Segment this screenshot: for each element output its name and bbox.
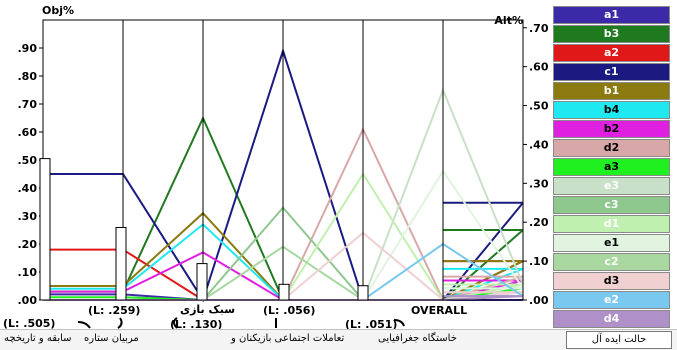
- arrow-icon: [393, 319, 405, 327]
- criterion-weight-bar: [357, 285, 369, 301]
- criterion-weight-label[interactable]: (L: .051): [345, 318, 397, 329]
- legend-item-a2[interactable]: a2: [553, 43, 670, 63]
- legend-item-c2[interactable]: c2: [553, 252, 670, 272]
- criterion-weight-bar: [39, 158, 51, 301]
- left-tick-label: .60: [18, 126, 38, 139]
- left-tick-label: .20: [18, 238, 38, 251]
- performance-sensitivity-chart: .00 .10 .20 .30 .40 .50 .60 .70 .80 .90 Obj% .00 .10…: [3, 4, 549, 329]
- arrow-icon: [117, 317, 123, 329]
- status-bar: سابقه و تاریخچه مربیان ستاره تعاملات اجت…: [0, 329, 677, 350]
- right-tick-label: .60: [529, 61, 549, 74]
- legend-item-c3[interactable]: c3: [553, 195, 670, 215]
- left-tick-label: .90: [18, 42, 38, 55]
- right-tick-label: .00: [529, 294, 549, 307]
- overall-label: OVERALL: [411, 304, 467, 317]
- legend-item-a1[interactable]: a1: [553, 6, 670, 25]
- left-tick-label: .70: [18, 98, 38, 111]
- legend-item-c1[interactable]: c1: [553, 62, 670, 82]
- arrow-icon: [173, 317, 178, 329]
- legend-item-d2[interactable]: d2: [553, 138, 670, 158]
- legend-item-b4[interactable]: b4: [553, 100, 670, 120]
- criterion-weight-label[interactable]: (L: .259): [88, 304, 140, 317]
- legend-item-a3[interactable]: a3: [553, 157, 670, 177]
- alternatives-legend: a1 b3 a2 c1 b1 b4 b2 d2 a3 e3 c3 d1 e1 c2 d3 e2 d4: [553, 6, 670, 329]
- legend-item-b3[interactable]: b3: [553, 24, 670, 44]
- right-tick-label: .40: [529, 138, 549, 151]
- legend-item-e2[interactable]: e2: [553, 290, 670, 310]
- criterion-weight-bar: [115, 226, 127, 301]
- legend-item-d1[interactable]: d1: [553, 214, 670, 234]
- criterion-weight-label[interactable]: (L: .505): [3, 317, 55, 329]
- right-axis-title: Alt%: [494, 14, 523, 27]
- footer-criterion-5: خاستگاه جغرافیایی: [378, 333, 457, 344]
- left-tick-label: .40: [18, 182, 38, 195]
- left-tick-label: .50: [18, 154, 38, 167]
- right-tick-label: .20: [529, 216, 549, 229]
- right-tick-label: .30: [529, 177, 549, 190]
- footer-criterion-4: تعاملات اجتماعی بازیکنان و: [231, 333, 345, 344]
- legend-item-b2[interactable]: b2: [553, 119, 670, 139]
- criterion-weight-label[interactable]: (L: .130): [170, 318, 222, 329]
- right-tick-label: .70: [529, 22, 549, 35]
- left-tick-label: .00: [18, 294, 38, 307]
- left-tick-label: .80: [18, 70, 38, 83]
- arrow-icon: [77, 321, 91, 329]
- ideal-mode-indicator[interactable]: حالت ایده آل: [566, 331, 672, 349]
- legend-item-d3[interactable]: d3: [553, 271, 670, 291]
- legend-item-d4[interactable]: d4: [553, 309, 670, 329]
- legend-item-b1[interactable]: b1: [553, 81, 670, 101]
- right-tick-label: .10: [529, 255, 549, 268]
- criterion-weight-bar: [278, 283, 290, 301]
- criterion-weight-label[interactable]: (L: .056): [263, 304, 315, 317]
- legend-item-e1[interactable]: e1: [553, 233, 670, 253]
- left-tick-label: .30: [18, 210, 38, 223]
- criterion-name-label: سبک بازی: [180, 303, 235, 316]
- criterion-weight-bar: [196, 263, 208, 301]
- legend-item-e3[interactable]: e3: [553, 176, 670, 196]
- left-axis-title: Obj%: [42, 4, 74, 17]
- left-tick-label: .10: [18, 266, 38, 279]
- footer-criterion-2: مربیان ستاره: [84, 333, 139, 344]
- right-tick-label: .50: [529, 100, 549, 113]
- footer-criterion-1: سابقه و تاریخچه: [4, 333, 72, 344]
